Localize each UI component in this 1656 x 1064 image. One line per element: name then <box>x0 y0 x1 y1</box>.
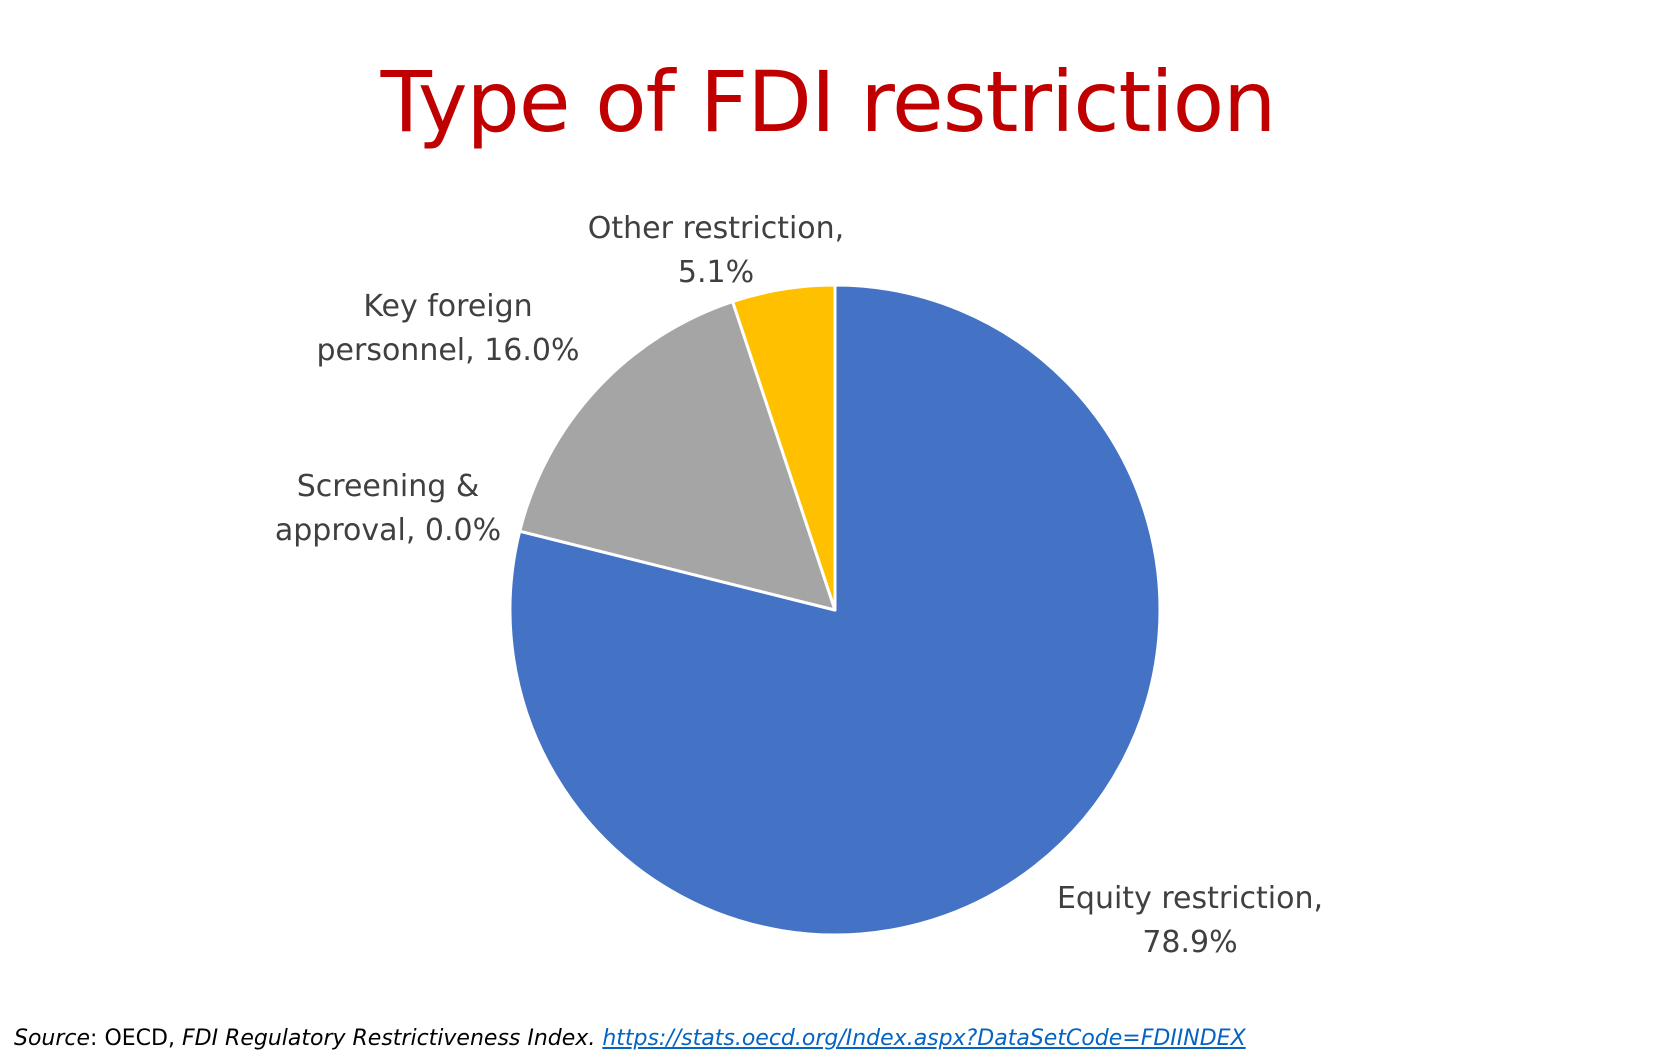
data-label-line: personnel, 16.0% <box>316 333 579 368</box>
data-label-equity-restriction: Equity restriction, 78.9% <box>1057 881 1323 960</box>
data-label-line: Screening & <box>297 469 479 504</box>
chart-title: Type of FDI restriction <box>380 53 1277 151</box>
data-label-line: approval, 0.0% <box>275 513 501 548</box>
source-link[interactable]: https://stats.oecd.org/Index.aspx?DataSe… <box>602 1026 1246 1051</box>
pie-slice-other-restriction <box>731 283 837 612</box>
data-label-line: Key foreign <box>363 289 532 324</box>
data-label-line: 5.1% <box>678 255 754 290</box>
pie-labels: Equity restriction, 78.9% Screening & appro… <box>275 211 1323 960</box>
source-separator: : OECD, <box>90 1026 182 1051</box>
data-label-key-foreign-personnel: Key foreign personnel, 16.0% <box>316 289 579 368</box>
data-label-other-restriction: Other restriction, 5.1% <box>588 211 844 290</box>
data-label-screening-and-approval: Screening & approval, 0.0% <box>275 469 501 548</box>
pie-slice-key-foreign-personnel <box>518 300 837 612</box>
data-label-line: Other restriction, <box>588 211 844 246</box>
data-label-line: 78.9% <box>1142 925 1237 960</box>
source-label: Source <box>14 1026 91 1051</box>
source-publication: FDI Regulatory Restrictiveness Index. <box>181 1026 596 1051</box>
source-note: Source: OECD, FDI Regulatory Restrictive… <box>14 1025 1246 1053</box>
data-label-line: Equity restriction, <box>1057 881 1323 916</box>
pie-slices <box>508 283 1162 937</box>
